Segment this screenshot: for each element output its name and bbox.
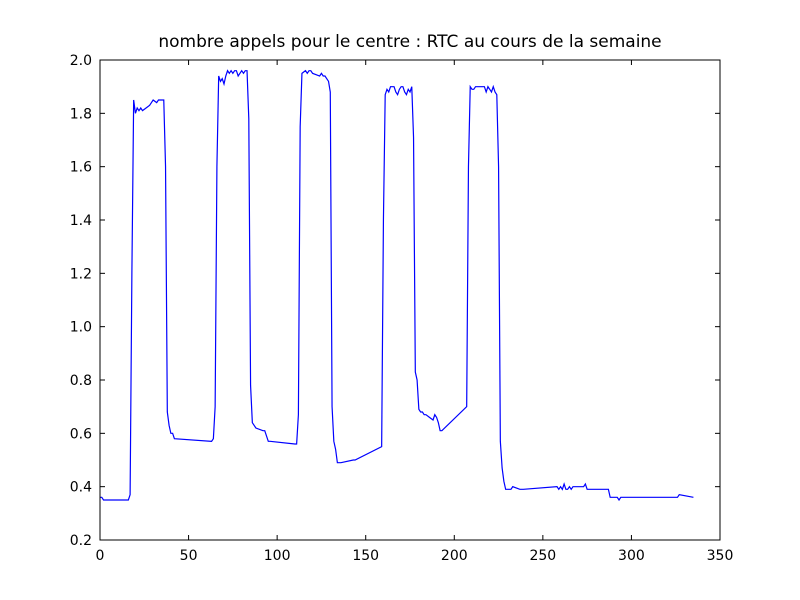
x-tick-label: 50 [180, 548, 198, 564]
x-tick-label: 200 [441, 548, 468, 564]
x-tick-label: 300 [618, 548, 645, 564]
y-tick-label: 0.4 [70, 480, 92, 496]
y-tick-label: 1.4 [70, 213, 92, 229]
x-tick-label: 0 [96, 548, 105, 564]
x-tick-label: 350 [707, 548, 734, 564]
x-tick-label: 150 [352, 548, 379, 564]
y-tick-label: 1.0 [70, 320, 92, 336]
y-tick-label: 0.8 [70, 373, 92, 389]
y-tick-label: 2.0 [70, 53, 92, 69]
line [100, 69, 694, 502]
y-tick-label: 0.2 [70, 533, 92, 549]
y-tick-label: 1.2 [70, 266, 92, 282]
x-tick-label: 250 [529, 548, 556, 564]
x-tick-label: 100 [264, 548, 291, 564]
y-tick-label: 1.6 [70, 160, 92, 176]
chart-title: nombre appels pour le centre : RTC au co… [158, 32, 661, 52]
plot-frame [99, 59, 721, 541]
y-tick-label: 1.8 [70, 106, 92, 122]
y-tick-label: 0.6 [70, 426, 92, 442]
